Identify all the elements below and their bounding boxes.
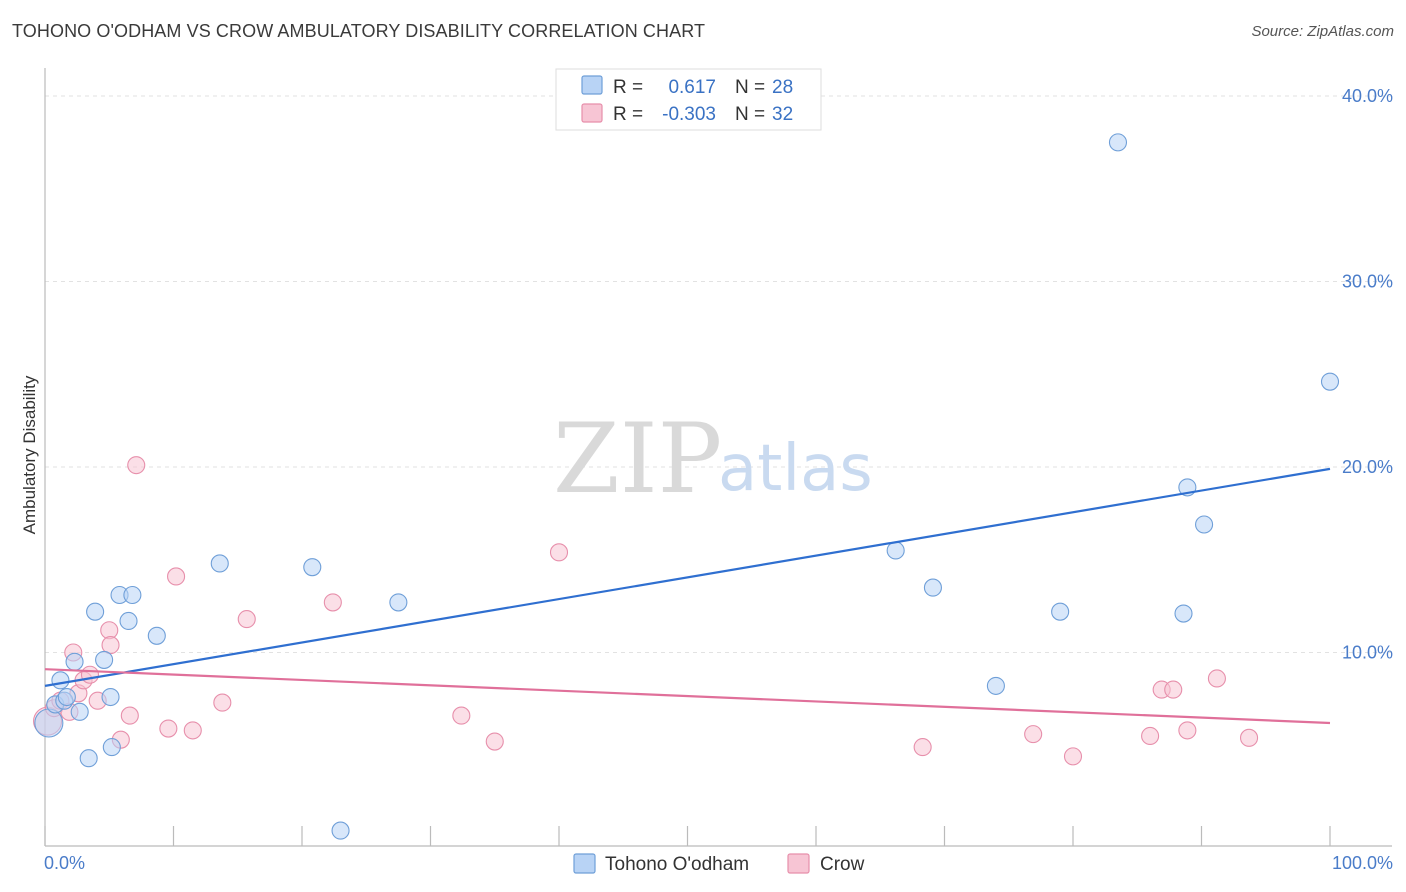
tohono-point-6	[70, 702, 89, 721]
tohono-point-13	[119, 611, 138, 631]
tohono-point-5	[65, 652, 84, 671]
series-legend-swatch-blue	[573, 853, 596, 874]
y-tick-label-0: 10.0%	[1342, 643, 1393, 663]
crow-point-17	[213, 693, 232, 712]
source-credit: Source: ZipAtlas.com	[1251, 23, 1394, 40]
y-tick-label-2: 30.0%	[1342, 272, 1393, 292]
crow-point-21	[485, 732, 504, 751]
x-tick-label-0: 0.0%	[44, 853, 85, 873]
tohono-point-25	[1174, 604, 1193, 623]
tohono-point-15	[147, 626, 166, 645]
tohono-point-17	[303, 558, 322, 577]
tohono-point-21	[923, 578, 942, 597]
crow-point-7	[80, 665, 100, 684]
tohono-point-19	[389, 593, 408, 612]
crow-point-31	[1239, 728, 1259, 747]
legend-n-label-pink: N =	[735, 104, 765, 125]
legend-r-value-blue: 0.617	[668, 77, 716, 98]
legend-swatch-blue	[581, 75, 603, 95]
tohono-point-23	[1051, 602, 1070, 621]
tohono-point-11	[102, 738, 121, 757]
legend-n-value-pink: 32	[772, 104, 793, 125]
crow-point-18	[237, 610, 256, 629]
tohono-points	[34, 133, 1340, 840]
x-tick-labels: 0.0% 100.0%	[44, 853, 1393, 873]
axes	[44, 68, 1392, 847]
tohono-point-22	[986, 676, 1005, 695]
series-legend-label-tohono: Tohono O'odham	[605, 854, 749, 875]
tohono-point-18	[331, 821, 350, 840]
legend-n-value-blue: 28	[772, 77, 793, 98]
tohono-point-8	[86, 602, 105, 621]
crow-point-25	[1063, 747, 1083, 766]
legend-r-label-pink: R =	[613, 104, 643, 125]
y-tick-label-3: 40.0%	[1342, 86, 1393, 106]
x-tick-label-1: 100.0%	[1332, 853, 1393, 873]
tohono-point-16	[210, 554, 229, 573]
legend-r-value-pink: -0.303	[662, 104, 716, 125]
crow-point-19	[323, 593, 342, 612]
tohono-point-4	[57, 687, 76, 707]
crow-point-20	[452, 706, 471, 725]
crow-point-29	[1178, 721, 1197, 740]
tohono-point-7	[79, 749, 98, 768]
crow-point-23	[913, 738, 932, 757]
tohono-point-2	[51, 671, 70, 690]
tohono-point-9	[95, 650, 114, 669]
tohono-point-20	[886, 541, 905, 560]
crow-point-15	[167, 567, 186, 586]
series-legend-label-crow: Crow	[820, 854, 865, 875]
y-tick-label-1: 20.0%	[1342, 457, 1393, 477]
crow-point-12	[120, 706, 139, 725]
correlation-legend: R = 0.617 N = 28 R = -0.303 N = 32	[555, 68, 822, 131]
watermark-atlas: atlas	[718, 432, 873, 506]
legend-swatch-pink	[581, 103, 603, 123]
y-axis-label: Ambulatory Disability	[20, 375, 39, 534]
series-legend-swatch-pink	[787, 853, 810, 874]
tohono-point-28	[1320, 372, 1340, 391]
legend-r-label-blue: R =	[613, 77, 643, 98]
crow-point-22	[549, 543, 569, 562]
tohono-point-10	[101, 687, 120, 707]
crow-point-30	[1207, 669, 1226, 688]
crow-point-24	[1024, 725, 1043, 744]
tohono-point-24	[1108, 133, 1128, 152]
tohono-point-14	[123, 585, 142, 605]
tohono-point-0	[34, 708, 64, 738]
crow-trendline	[44, 668, 1331, 725]
tohono-point-27	[1195, 515, 1214, 534]
watermark: ZIP atlas	[553, 403, 873, 515]
crow-point-13	[127, 456, 146, 475]
tohono-trendline	[44, 467, 1331, 687]
trendlines	[44, 467, 1331, 725]
crow-point-16	[183, 721, 202, 740]
y-tick-labels: 10.0% 20.0% 30.0% 40.0%	[1342, 86, 1393, 663]
watermark-zip: ZIP	[553, 403, 722, 515]
crow-point-14	[159, 719, 178, 738]
legend-n-label-blue: N =	[735, 77, 765, 98]
crow-point-26	[1141, 726, 1160, 746]
grid-lines	[45, 95, 1392, 653]
chart-title: TOHONO O'ODHAM VS CROW AMBULATORY DISABI…	[12, 21, 706, 41]
crow-point-28	[1164, 680, 1183, 699]
series-legend: Tohono O'odham Crow	[573, 853, 865, 875]
